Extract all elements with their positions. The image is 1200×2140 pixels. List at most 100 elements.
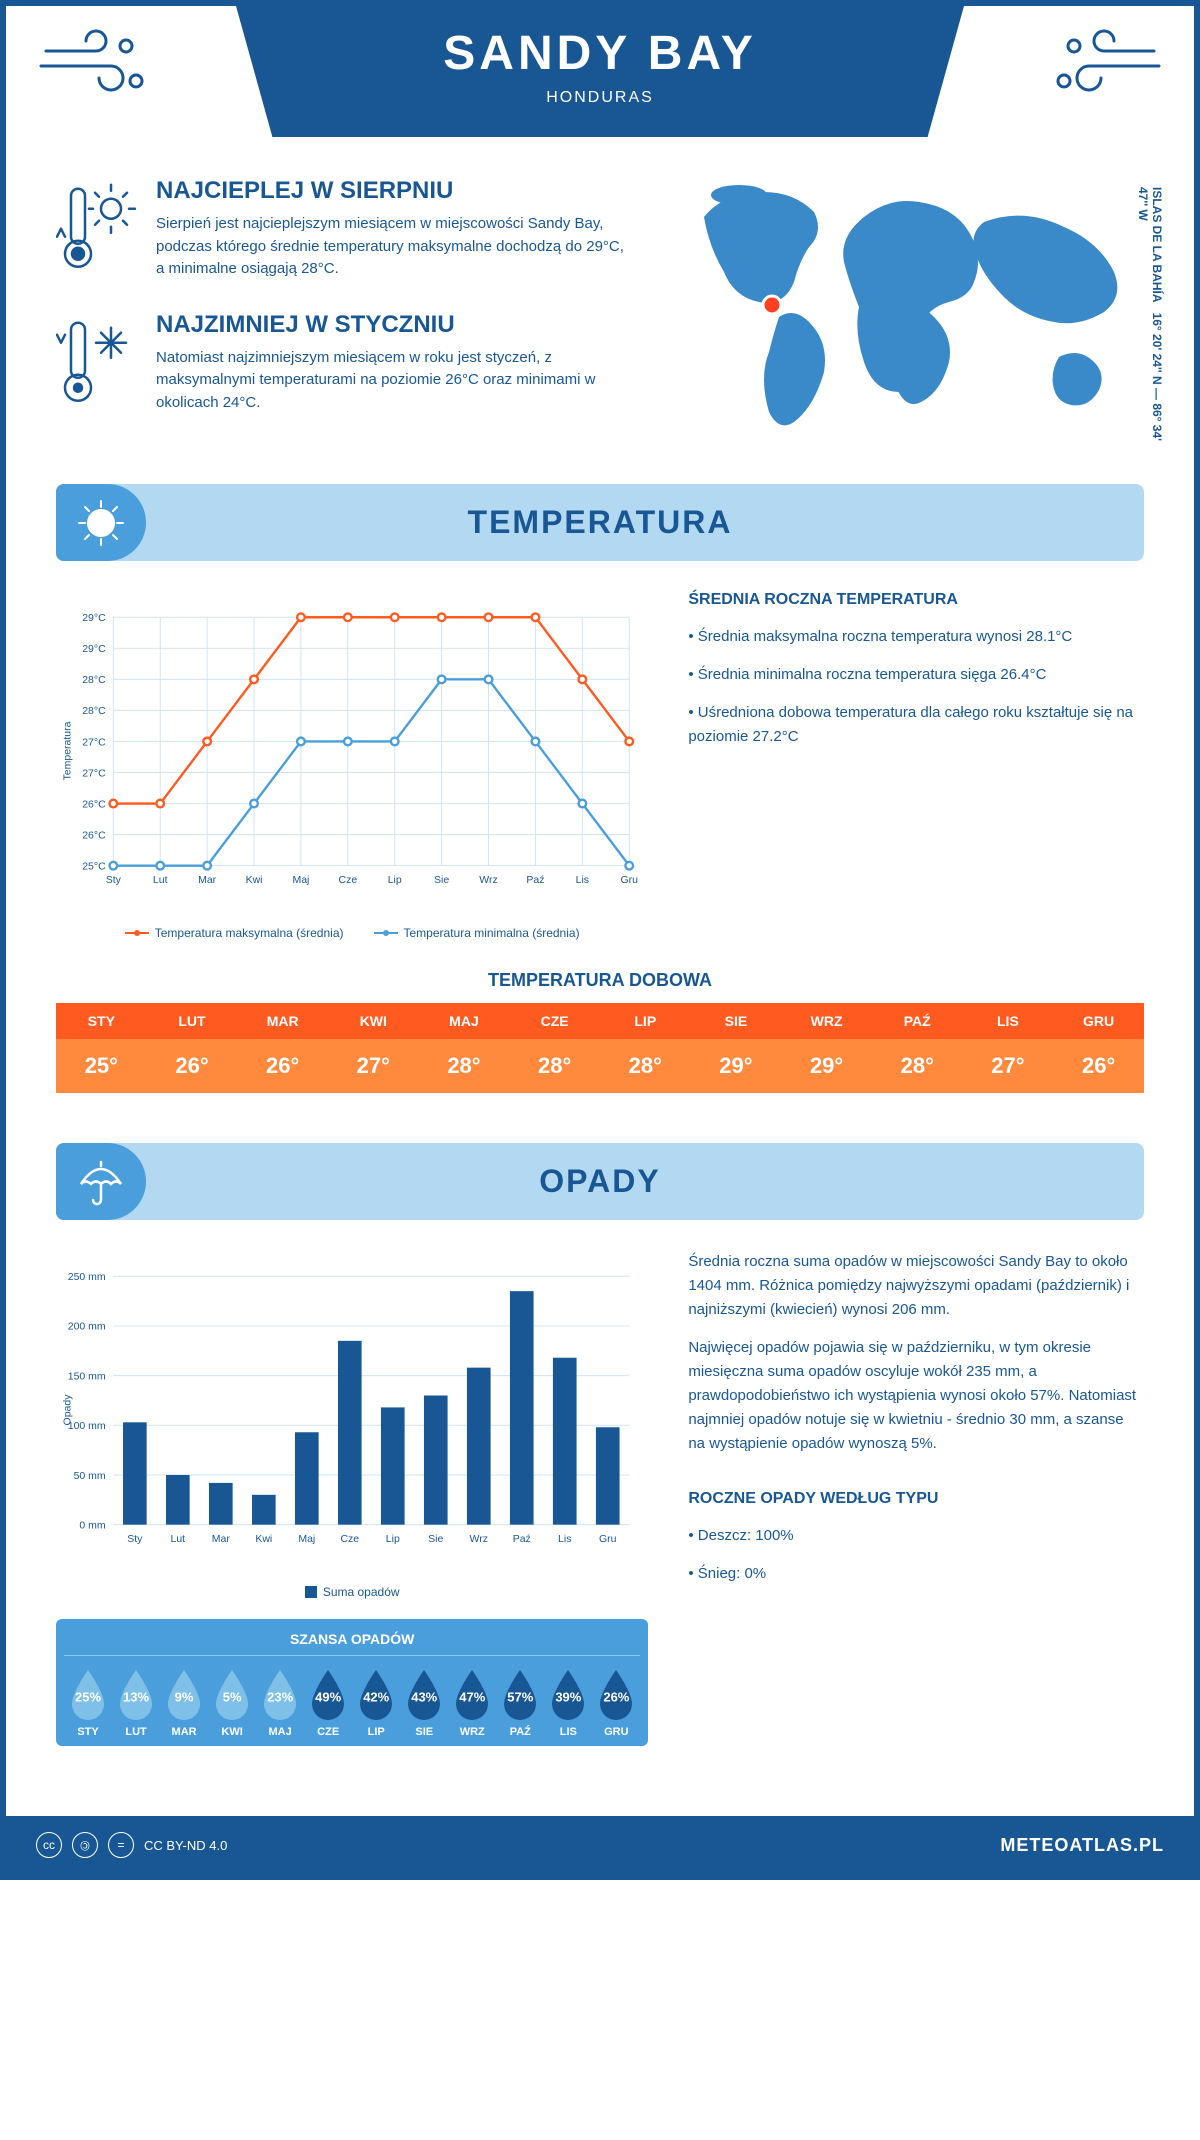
daily-temp-title: TEMPERATURA DOBOWA bbox=[56, 970, 1144, 991]
rain-bar-chart: 0 mm50 mm100 mm150 mm200 mm250 mmOpadySt… bbox=[56, 1250, 648, 1746]
table-header: GRU bbox=[1053, 1003, 1144, 1039]
thermometer-snow-icon bbox=[56, 311, 136, 415]
table-cell: 28° bbox=[509, 1039, 600, 1093]
table-cell: 28° bbox=[600, 1039, 691, 1093]
fact-title: NAJCIEPLEJ W SIERPNIU bbox=[156, 177, 624, 205]
svg-text:Gru: Gru bbox=[599, 1533, 617, 1545]
table-header: SIE bbox=[691, 1003, 782, 1039]
chart-legend: Temperatura maksymalna (średnia) Tempera… bbox=[56, 926, 648, 940]
svg-text:Paź: Paź bbox=[513, 1533, 531, 1545]
table-header: STY bbox=[56, 1003, 147, 1039]
info-text: • Średnia maksymalna roczna temperatura … bbox=[688, 625, 1144, 649]
footer: cc 🄯 = CC BY-ND 4.0 METEOATLAS.PL bbox=[6, 1816, 1194, 1874]
header-row: SANDY BAY HONDURAS bbox=[6, 6, 1194, 137]
svg-text:200 mm: 200 mm bbox=[68, 1321, 106, 1333]
info-text: • Śnieg: 0% bbox=[688, 1562, 1144, 1586]
umbrella-icon bbox=[56, 1143, 146, 1220]
rain-drops-row: 25%STY13%LUT9%MAR5%KWI23%MAJ49%CZE42%LIP… bbox=[64, 1668, 640, 1738]
svg-text:26°C: 26°C bbox=[82, 829, 106, 841]
info-text: Średnia roczna suma opadów w miejscowośc… bbox=[688, 1250, 1144, 1322]
svg-text:Mar: Mar bbox=[198, 874, 217, 886]
table-cell: 26° bbox=[1053, 1039, 1144, 1093]
svg-text:Lut: Lut bbox=[171, 1533, 186, 1545]
svg-text:27°C: 27°C bbox=[82, 736, 106, 748]
section-title: TEMPERATURA bbox=[56, 504, 1144, 541]
section-header-temperature: TEMPERATURA bbox=[56, 484, 1144, 561]
table-header: PAŹ bbox=[872, 1003, 963, 1039]
svg-text:Mar: Mar bbox=[212, 1533, 231, 1545]
table-cell: 29° bbox=[781, 1039, 872, 1093]
svg-text:Sty: Sty bbox=[127, 1533, 143, 1545]
rain-drop: 47%WRZ bbox=[448, 1668, 496, 1738]
title-banner: SANDY BAY HONDURAS bbox=[236, 6, 964, 137]
svg-text:Kwi: Kwi bbox=[246, 874, 263, 886]
world-map bbox=[664, 177, 1144, 437]
rain-info: Średnia roczna suma opadów w miejscowośc… bbox=[688, 1250, 1144, 1746]
wind-icon bbox=[36, 26, 156, 106]
rain-drop: 39%LIS bbox=[544, 1668, 592, 1738]
table-cell: 26° bbox=[237, 1039, 328, 1093]
svg-text:250 mm: 250 mm bbox=[68, 1271, 106, 1283]
top-section: NAJCIEPLEJ W SIERPNIU Sierpień jest najc… bbox=[56, 177, 1144, 444]
svg-text:Lis: Lis bbox=[576, 874, 589, 886]
thermometer-sun-icon bbox=[56, 177, 136, 281]
rain-drop: 26%GRU bbox=[592, 1668, 640, 1738]
by-icon: 🄯 bbox=[72, 1832, 98, 1858]
rain-drop: 23%MAJ bbox=[256, 1668, 304, 1738]
info-text: • Uśredniona dobowa temperatura dla całe… bbox=[688, 701, 1144, 749]
brand: METEOATLAS.PL bbox=[1000, 1835, 1164, 1856]
cc-icon: cc bbox=[36, 1832, 62, 1858]
svg-text:Maj: Maj bbox=[292, 874, 309, 886]
table-cell: 28° bbox=[872, 1039, 963, 1093]
temperature-chart-row: 25°C26°C26°C27°C27°C28°C28°C29°C29°CStyL… bbox=[56, 591, 1144, 940]
rain-chance-title: SZANSA OPADÓW bbox=[64, 1631, 640, 1656]
svg-text:29°C: 29°C bbox=[82, 643, 106, 655]
svg-text:Sie: Sie bbox=[434, 874, 449, 886]
table-header: LIS bbox=[963, 1003, 1054, 1039]
svg-text:28°C: 28°C bbox=[82, 705, 106, 717]
svg-text:Kwi: Kwi bbox=[255, 1533, 272, 1545]
wind-icon bbox=[1044, 26, 1164, 106]
svg-text:25°C: 25°C bbox=[82, 860, 106, 872]
rain-drop: 57%PAŹ bbox=[496, 1668, 544, 1738]
svg-text:Lis: Lis bbox=[558, 1533, 571, 1545]
rain-drop: 13%LUT bbox=[112, 1668, 160, 1738]
svg-text:Cze: Cze bbox=[340, 1533, 359, 1545]
table-header: MAR bbox=[237, 1003, 328, 1039]
temperature-info: ŚREDNIA ROCZNA TEMPERATURA • Średnia mak… bbox=[688, 591, 1144, 940]
table-cell: 25° bbox=[56, 1039, 147, 1093]
coldest-fact: NAJZIMNIEJ W STYCZNIU Natomiast najzimni… bbox=[56, 311, 624, 415]
info-text: • Deszcz: 100% bbox=[688, 1524, 1144, 1548]
chart-legend: Suma opadów bbox=[56, 1585, 648, 1599]
svg-text:26°C: 26°C bbox=[82, 798, 106, 810]
rain-drop: 9%MAR bbox=[160, 1668, 208, 1738]
fact-text: Natomiast najzimniejszym miesiącem w rok… bbox=[156, 347, 624, 415]
svg-text:Wrz: Wrz bbox=[479, 874, 497, 886]
svg-text:Gru: Gru bbox=[620, 874, 638, 886]
svg-text:Opady: Opady bbox=[61, 1394, 73, 1426]
license-block: cc 🄯 = CC BY-ND 4.0 bbox=[36, 1832, 227, 1858]
svg-text:29°C: 29°C bbox=[82, 612, 106, 624]
rain-chance-panel: SZANSA OPADÓW 25%STY13%LUT9%MAR5%KWI23%M… bbox=[56, 1619, 648, 1746]
table-header: KWI bbox=[328, 1003, 419, 1039]
coordinates: ISLAS DE LA BAHÍA 16° 20' 24'' N — 86° 3… bbox=[1136, 187, 1164, 444]
sun-icon bbox=[56, 484, 146, 561]
info-text: Najwięcej opadów pojawia się w październ… bbox=[688, 1336, 1144, 1456]
info-title: ŚREDNIA ROCZNA TEMPERATURA bbox=[688, 591, 1144, 609]
nd-icon: = bbox=[108, 1832, 134, 1858]
table-cell: 29° bbox=[691, 1039, 782, 1093]
table-header: LIP bbox=[600, 1003, 691, 1039]
svg-text:100 mm: 100 mm bbox=[68, 1420, 106, 1432]
temperature-line-chart: 25°C26°C26°C27°C27°C28°C28°C29°C29°CStyL… bbox=[56, 591, 648, 940]
license-text: CC BY-ND 4.0 bbox=[144, 1838, 227, 1853]
svg-text:Lip: Lip bbox=[388, 874, 402, 886]
fact-title: NAJZIMNIEJ W STYCZNIU bbox=[156, 311, 624, 339]
fact-text: Sierpień jest najcieplejszym miesiącem w… bbox=[156, 213, 624, 281]
warmest-fact: NAJCIEPLEJ W SIERPNIU Sierpień jest najc… bbox=[56, 177, 624, 281]
table-cell: 28° bbox=[419, 1039, 510, 1093]
city-title: SANDY BAY bbox=[236, 26, 964, 81]
svg-text:50 mm: 50 mm bbox=[74, 1470, 106, 1482]
info-text: • Średnia minimalna roczna temperatura s… bbox=[688, 663, 1144, 687]
svg-text:Cze: Cze bbox=[338, 874, 357, 886]
svg-text:Lut: Lut bbox=[153, 874, 168, 886]
